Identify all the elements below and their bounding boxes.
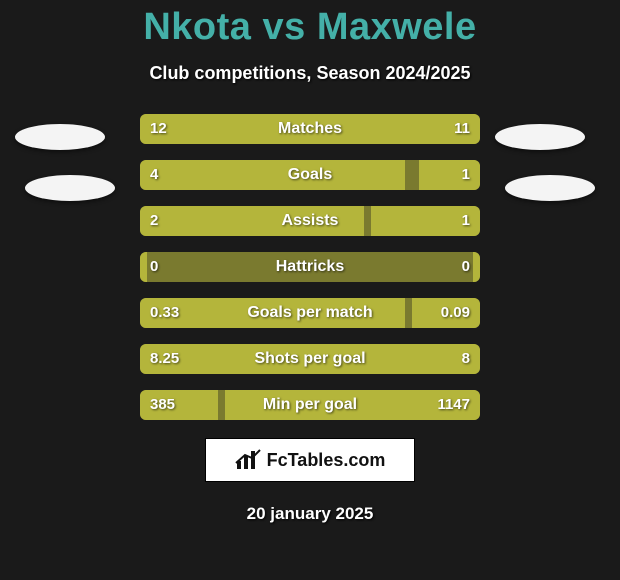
stat-row: 0.330.09Goals per match	[140, 298, 480, 328]
stat-row: 1211Matches	[140, 114, 480, 144]
stats-bars: 1211Matches 41Goals 21Assists 00Hattricks 0.…	[140, 114, 480, 420]
stat-row: 8.258Shots per goal	[140, 344, 480, 374]
stat-row: 3851147Min per goal	[140, 390, 480, 420]
date-label: 20 january 2025	[0, 504, 620, 524]
chart-icon	[235, 449, 261, 471]
stat-label: Shots per goal	[140, 344, 480, 374]
stat-row: 21Assists	[140, 206, 480, 236]
subtitle: Club competitions, Season 2024/2025	[0, 63, 620, 84]
team-oval	[15, 124, 105, 150]
team-oval	[25, 175, 115, 201]
stat-row: 41Goals	[140, 160, 480, 190]
source-logo: FcTables.com	[205, 438, 415, 482]
stat-label: Assists	[140, 206, 480, 236]
stat-label: Goals per match	[140, 298, 480, 328]
logo-text: FcTables.com	[267, 450, 386, 471]
stat-label: Goals	[140, 160, 480, 190]
stat-row: 00Hattricks	[140, 252, 480, 282]
infographic-root: Nkota vs Maxwele Club competitions, Seas…	[0, 0, 620, 580]
stat-label: Matches	[140, 114, 480, 144]
stat-label: Hattricks	[140, 252, 480, 282]
team-oval	[505, 175, 595, 201]
team-oval	[495, 124, 585, 150]
stat-label: Min per goal	[140, 390, 480, 420]
page-title: Nkota vs Maxwele	[0, 6, 620, 49]
